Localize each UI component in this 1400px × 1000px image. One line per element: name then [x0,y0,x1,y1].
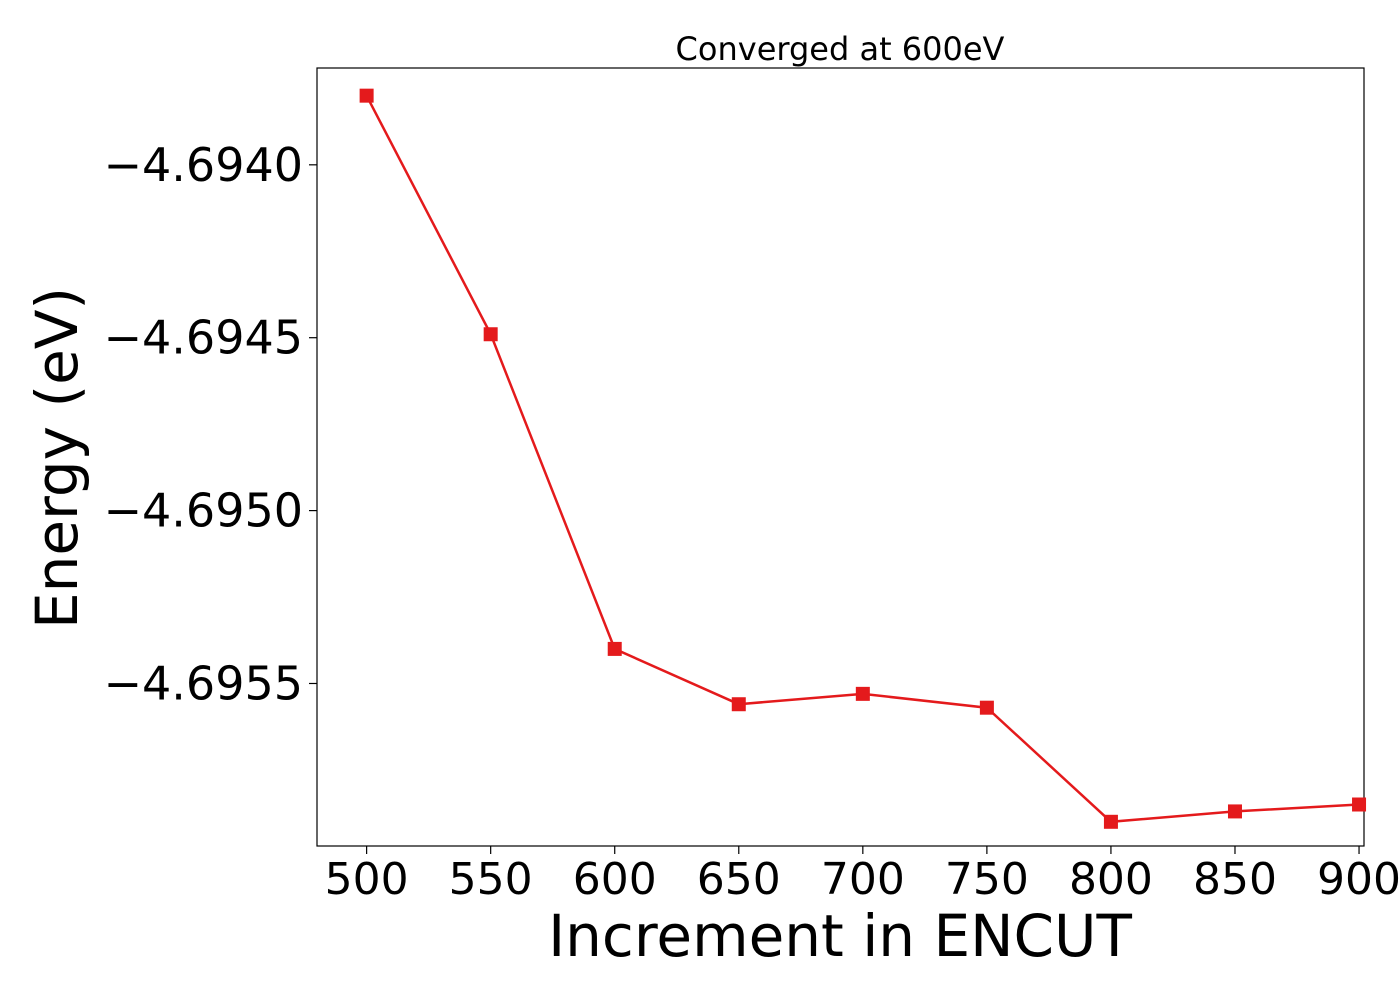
data-point-marker [483,327,498,342]
plot-area-frame [316,67,1365,847]
x-tick-label: 850 [1193,854,1277,905]
x-tick-label: 800 [1069,854,1153,905]
data-point-marker [731,697,746,712]
x-axis-ticks: 500 550 600 650 700 750 800 850 900 [325,846,1400,905]
y-axis-ticks: −4.6940 −4.6945 −4.6950 −4.6955 [104,138,317,710]
y-tick-label: −4.6945 [104,311,304,365]
y-tick-label: −4.6955 [104,656,304,710]
x-tick-label: 500 [325,854,409,905]
x-tick-label: 900 [1317,854,1400,905]
y-axis-label: Energy (eV) [23,287,91,629]
data-point-marker [979,700,994,715]
data-point-marker [1227,804,1242,819]
data-point-marker [359,88,374,103]
series-energy [359,88,1367,829]
x-tick-label: 700 [821,854,905,905]
x-tick-label: 550 [449,854,533,905]
y-tick-label: −4.6950 [104,484,304,538]
x-tick-label: 750 [945,854,1029,905]
data-point-marker [1352,797,1367,812]
data-point-marker [855,686,870,701]
y-tick-label: −4.6940 [104,138,304,192]
series-line [365,95,1360,824]
data-point-marker [1103,814,1118,829]
x-tick-label: 600 [573,854,657,905]
chart-title: Converged at 600eV [676,30,1005,68]
data-point-marker [607,641,622,656]
x-tick-label: 650 [697,854,781,905]
x-axis-label: Increment in ENCUT [548,902,1132,970]
